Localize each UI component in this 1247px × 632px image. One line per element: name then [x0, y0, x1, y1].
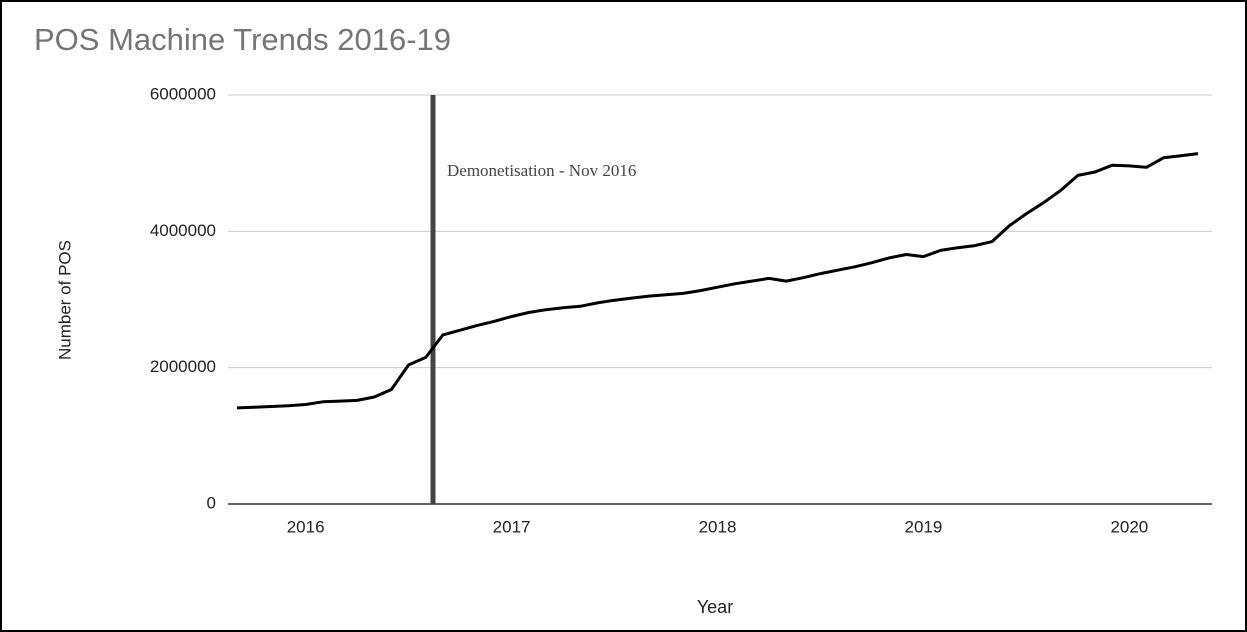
- y-tick-label: 0: [207, 493, 216, 512]
- x-tick-label: 2017: [493, 517, 531, 536]
- y-axis-label: Number of POS: [55, 240, 74, 360]
- x-tick-label: 2020: [1110, 517, 1148, 536]
- x-tick-label: 2019: [905, 517, 943, 536]
- y-tick-label: 2000000: [150, 357, 216, 376]
- x-tick-label: 2016: [287, 517, 325, 536]
- x-tick-label: 2018: [699, 517, 737, 536]
- series-line: [236, 152, 1199, 410]
- x-axis-label: Year: [697, 597, 733, 617]
- chart-title: POS Machine Trends 2016-19: [34, 22, 451, 57]
- y-tick-label: 6000000: [150, 84, 216, 103]
- annotation: Demonetisation - Nov 2016: [447, 161, 636, 180]
- y-tick-label: 4000000: [150, 221, 216, 240]
